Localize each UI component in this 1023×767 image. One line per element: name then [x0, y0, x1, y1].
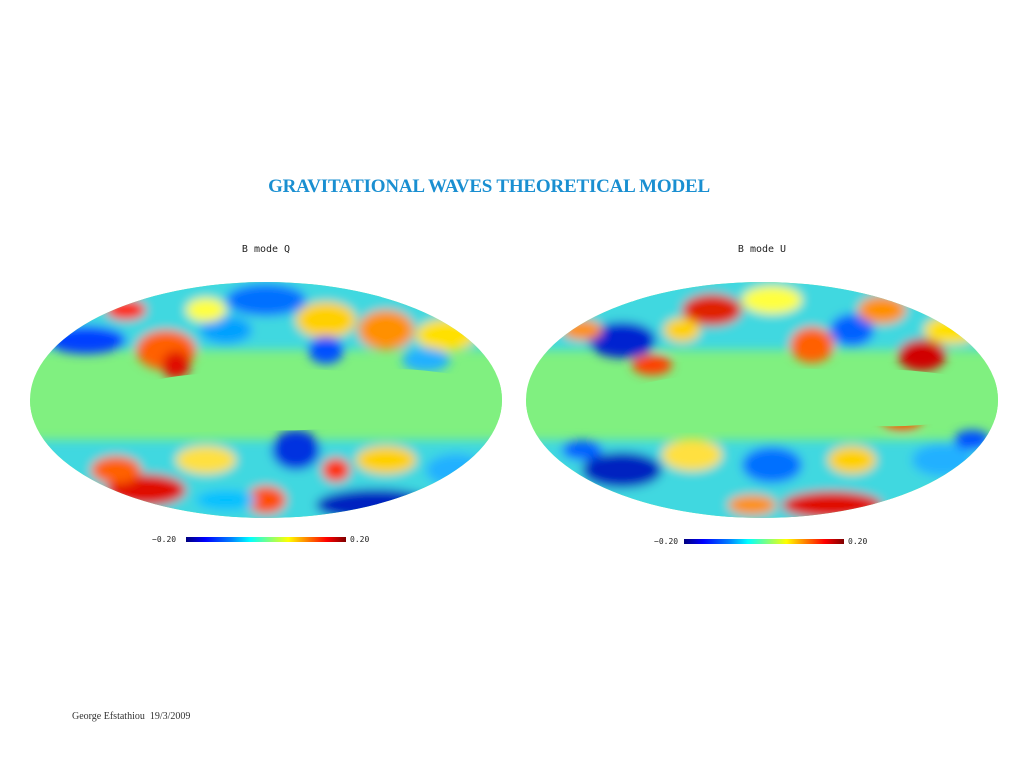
map-panel-q: B mode Q — [26, 240, 506, 560]
slide-title: GRAVITATIONAL WAVES THEORETICAL MODEL — [268, 176, 710, 197]
map-title: B mode Q — [241, 244, 291, 255]
mollweide-map-u — [526, 282, 998, 518]
footer-attribution: George Efstathiou 19/3/2009 — [72, 711, 191, 722]
colorbar-gradient — [186, 537, 346, 542]
map-panel-u: B mode U — [522, 240, 1002, 560]
colorbar-q: −0.20 0.20 — [152, 535, 382, 548]
map-title: B mode U — [737, 244, 787, 255]
mollweide-map-q — [30, 282, 502, 518]
colorbar-gradient — [684, 539, 844, 544]
colorbar-max-label: 0.20 — [848, 537, 868, 546]
colorbar-min-label: −0.20 — [152, 535, 177, 544]
colorbar-u: −0.20 0.20 — [648, 537, 878, 550]
colorbar-min-label: −0.20 — [654, 537, 679, 546]
colorbar-max-label: 0.20 — [350, 535, 370, 544]
